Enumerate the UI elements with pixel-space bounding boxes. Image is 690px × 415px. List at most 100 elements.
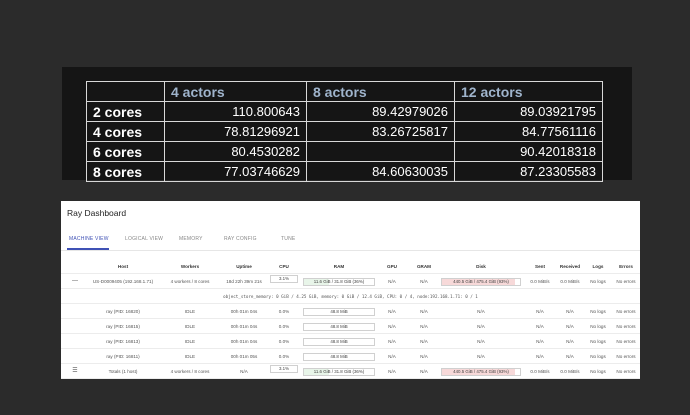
ram-bar: 11.6 GiB / 31.8 GiB (36%) bbox=[303, 278, 375, 286]
totals-workers: 4 workers / 8 cores bbox=[170, 369, 210, 374]
worker-ram-bar: 48.8 MiB bbox=[303, 308, 375, 316]
col-uptime[interactable]: Uptime bbox=[236, 264, 252, 269]
worker-state: IDLE bbox=[184, 309, 196, 314]
disk-bar: 440.5 GiB / 475.4 GiB (93%) bbox=[441, 278, 521, 286]
header-12-actors: 12 actors bbox=[454, 81, 603, 102]
worker-received: N/A bbox=[566, 354, 574, 359]
table-cell: 80.4530282 bbox=[164, 141, 307, 162]
tab-ray-config[interactable]: RAY CONFIG bbox=[224, 236, 257, 242]
worker-uptime: 00h 01m 04s bbox=[230, 324, 258, 329]
worker-logs[interactable]: No logs bbox=[590, 354, 606, 359]
table-cell: 110.800643 bbox=[164, 101, 307, 122]
worker-host: ray (PID: 16815) bbox=[106, 324, 140, 329]
table-cell: 84.60630035 bbox=[306, 161, 455, 182]
totals-ram-label: 11.6 GiB / 31.8 GiB (36%) bbox=[313, 369, 365, 374]
worker-sent: N/A bbox=[536, 339, 544, 344]
tab-machine-view[interactable]: MACHINE VIEW bbox=[69, 236, 109, 242]
worker-received: N/A bbox=[566, 324, 574, 329]
worker-ram-bar: 48.8 MiB bbox=[303, 323, 375, 331]
totals-disk-label: 440.5 GiB / 475.4 GiB (93%) bbox=[453, 369, 509, 374]
totals-cpu-bar: 3.1% bbox=[270, 365, 298, 373]
col-workers[interactable]: Workers bbox=[180, 264, 200, 269]
header-corner bbox=[86, 81, 165, 102]
table-cell: 78.81296921 bbox=[164, 121, 307, 142]
col-gram[interactable]: GRAM bbox=[416, 264, 432, 269]
worker-ram-bar: 48.8 MiB bbox=[303, 353, 375, 361]
col-disk[interactable]: Disk bbox=[476, 264, 486, 269]
worker-host: ray (PID: 16820) bbox=[106, 309, 140, 314]
tab-logical-view[interactable]: LOGICAL VIEW bbox=[125, 236, 164, 242]
worker-disk: N/A bbox=[477, 354, 485, 359]
col-host[interactable]: Host bbox=[117, 264, 129, 269]
totals-errors: No errors bbox=[616, 369, 636, 374]
worker-errors[interactable]: No errors bbox=[616, 309, 636, 314]
worker-errors[interactable]: No errors bbox=[616, 339, 636, 344]
totals-host: Totals (1 host) bbox=[108, 369, 138, 374]
table-cell: 77.03746629 bbox=[164, 161, 307, 182]
totals-ram-bar: 11.6 GiB / 31.8 GiB (36%) bbox=[303, 368, 375, 376]
row-label: 6 cores bbox=[86, 141, 165, 162]
worker-sent: N/A bbox=[536, 354, 544, 359]
worker-state: IDLE bbox=[184, 339, 196, 344]
col-cpu[interactable]: CPU bbox=[279, 264, 289, 269]
table-header-row: 4 actors 8 actors 12 actors bbox=[86, 81, 603, 102]
worker-host: ray (PID: 16813) bbox=[106, 339, 140, 344]
tab-memory[interactable]: MEMORY bbox=[179, 236, 203, 242]
worker-uptime: 00h 01m 04s bbox=[230, 309, 258, 314]
worker-gpu: N/A bbox=[388, 309, 396, 314]
node-row[interactable]: — US-D0009405 (192.168.1.71) 4 workers /… bbox=[61, 274, 640, 289]
totals-ram-bar-fill bbox=[304, 369, 330, 375]
totals-row: ☰ Totals (1 host) 4 workers / 8 cores N/… bbox=[61, 364, 640, 379]
worker-logs[interactable]: No logs bbox=[590, 339, 606, 344]
cpu-bar: 3.1% bbox=[270, 275, 298, 283]
worker-logs[interactable]: No logs bbox=[590, 309, 606, 314]
worker-cpu: 0.0% bbox=[278, 339, 290, 344]
table-row: 6 cores 80.4530282 90.42018318 bbox=[86, 141, 603, 162]
active-tab-indicator bbox=[67, 248, 109, 250]
worker-errors[interactable]: No errors bbox=[616, 354, 636, 359]
node-logs[interactable]: No logs bbox=[590, 279, 606, 284]
tab-tune[interactable]: TUNE bbox=[281, 236, 296, 242]
worker-row: ray (PID: 16813) IDLE 00h 01m 04s 0.0% 4… bbox=[61, 334, 640, 349]
worker-disk: N/A bbox=[477, 339, 485, 344]
ray-dashboard: Ray Dashboard MACHINE VIEW LOGICAL VIEW … bbox=[61, 201, 640, 379]
worker-errors[interactable]: No errors bbox=[616, 324, 636, 329]
worker-logs[interactable]: No logs bbox=[590, 324, 606, 329]
col-received[interactable]: Received bbox=[559, 264, 581, 269]
node-gram: N/A bbox=[420, 279, 428, 284]
table-cell: 90.42018318 bbox=[454, 141, 603, 162]
totals-sent: 0.0 MiB/s bbox=[530, 369, 550, 374]
disk-bar-fill bbox=[442, 279, 515, 285]
node-cpu: 3.1% bbox=[269, 274, 299, 289]
table-cell bbox=[306, 141, 455, 162]
col-sent[interactable]: Sent bbox=[535, 264, 545, 269]
worker-gram: N/A bbox=[420, 354, 428, 359]
collapse-icon[interactable]: — bbox=[72, 278, 78, 284]
disk-bar-label: 440.5 GiB / 475.4 GiB (93%) bbox=[453, 279, 509, 284]
benchmark-table: 4 actors 8 actors 12 actors 2 cores 110.… bbox=[86, 81, 603, 182]
row-label: 4 cores bbox=[86, 121, 165, 142]
node-gpu: N/A bbox=[388, 279, 396, 284]
worker-ram-bar: 48.8 MiB bbox=[303, 338, 375, 346]
worker-gram: N/A bbox=[420, 339, 428, 344]
col-errors[interactable]: Errors bbox=[619, 264, 633, 269]
layers-icon: ☰ bbox=[72, 368, 78, 374]
node-received: 0.0 MiB/s bbox=[560, 279, 580, 284]
table-row: 4 cores 78.81296921 83.26725817 84.77561… bbox=[86, 121, 603, 142]
machine-table-header: Host Workers Uptime CPU RAM GPU GRAM Dis… bbox=[61, 259, 640, 274]
node-uptime: 18d 22h 39m 21s bbox=[226, 279, 262, 284]
worker-gram: N/A bbox=[420, 324, 428, 329]
totals-gram: N/A bbox=[420, 369, 428, 374]
node-sent: 0.0 MiB/s bbox=[530, 279, 550, 284]
worker-received: N/A bbox=[566, 309, 574, 314]
totals-received: 0.0 MiB/s bbox=[560, 369, 580, 374]
totals-gpu: N/A bbox=[388, 369, 396, 374]
totals-disk-bar: 440.5 GiB / 475.4 GiB (93%) bbox=[441, 368, 521, 376]
worker-gpu: N/A bbox=[388, 354, 396, 359]
worker-uptime: 00h 01m 05s bbox=[230, 354, 258, 359]
tab-bar: MACHINE VIEW LOGICAL VIEW MEMORY RAY CON… bbox=[61, 231, 640, 251]
col-gpu[interactable]: GPU bbox=[387, 264, 397, 269]
col-logs[interactable]: Logs bbox=[592, 264, 604, 269]
node-errors[interactable]: No errors bbox=[616, 279, 636, 284]
col-ram[interactable]: RAM bbox=[333, 264, 345, 269]
